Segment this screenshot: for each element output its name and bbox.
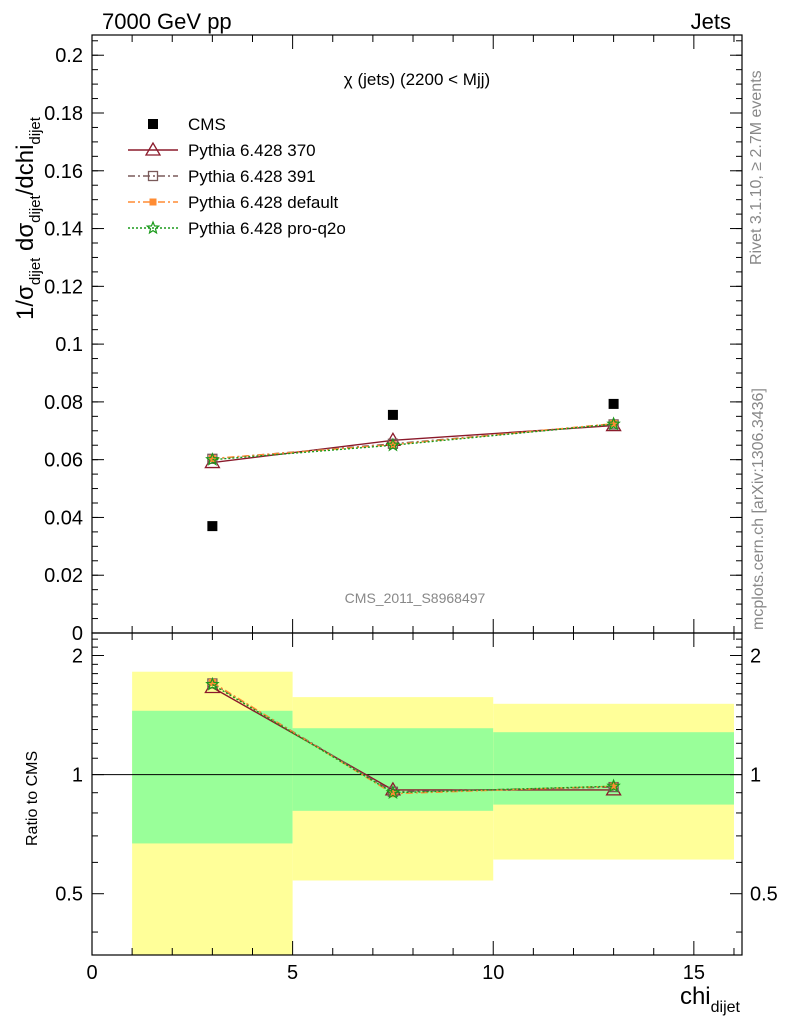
header-energy-label: 7000 GeV pp [102, 9, 232, 34]
ratio-y-tick-label-right: 1 [750, 765, 761, 787]
y-tick-label: 0.2 [55, 45, 83, 67]
ratio-point [208, 678, 216, 686]
legend-marker [145, 220, 161, 235]
series-pythia-6-428-pro-q2o [205, 416, 621, 466]
ratio-y-tick-label: 2 [72, 646, 83, 668]
x-axis-title-main: chi [680, 983, 711, 1010]
y-tick-label: 0.06 [44, 450, 83, 472]
ratio-panel-frame [91, 632, 743, 956]
data-point [608, 419, 619, 430]
ratio-line [212, 686, 614, 791]
legend-item: Pythia 6.428 pro-q2o [128, 219, 346, 238]
mcplots-label: mcplots.cern.ch [arXiv:1306.3436] [750, 388, 767, 630]
ratio-point [385, 785, 401, 799]
ratio-series-pythia-6-428-default [208, 678, 618, 798]
y-axis-title-sub1: dijet [27, 257, 44, 285]
ratio-point [389, 790, 397, 798]
legend-label: Pythia 6.428 pro-q2o [188, 219, 346, 238]
analysis-watermark: CMS_2011_S8968497 [345, 590, 486, 606]
ratio-series-pythia-6-428-pro-q2o [205, 676, 621, 799]
uncertainty-band-green [132, 710, 293, 844]
y-tick-label: 0.16 [44, 161, 83, 183]
data-point [208, 455, 216, 463]
ratio-y-axis-title: Ratio to CMS [24, 751, 41, 846]
header-process-label: Jets [691, 9, 731, 34]
y-tick-label: 0.04 [44, 507, 83, 529]
ratio-y-tick-label: 1 [72, 765, 83, 787]
data-point [205, 452, 220, 466]
x-tick-label: 10 [482, 962, 504, 984]
x-axis-title-sub: dijet [711, 999, 741, 1016]
plot-title: χ (jets) (2200 < Mjj) [344, 70, 490, 89]
legend-marker [147, 170, 159, 182]
data-point [608, 398, 619, 409]
ratio-point [610, 782, 618, 790]
y-axis-title: 1/σdijet dσdijet/dchidijet [12, 116, 44, 320]
y-tick-label: 0.14 [44, 219, 83, 241]
legend-marker [149, 198, 157, 206]
data-point [387, 409, 398, 420]
legend-label: Pythia 6.428 370 [188, 141, 316, 160]
series-cms [207, 398, 619, 532]
y-tick-label: 0.1 [55, 334, 83, 356]
ratio-point [606, 778, 621, 793]
y-tick-label: 0.08 [44, 392, 83, 414]
ratio-line [212, 683, 614, 794]
ratio-point [205, 676, 220, 691]
main-panel: χ (jets) (2200 < Mjj) CMS_2011_S8968497 … [12, 34, 743, 645]
uncertainty-band-green [292, 728, 494, 811]
y-tick-label: 0.02 [44, 565, 83, 587]
ratio-y-tick-label-right: 2 [750, 646, 761, 668]
y-tick-label: 0.18 [44, 103, 83, 125]
series-line [212, 424, 614, 464]
x-tick-label: 5 [287, 962, 298, 984]
legend: CMS Pythia 6.428 370 Pythia 6.428 391 Pythi… [128, 115, 346, 238]
legend-item: Pythia 6.428 default [128, 193, 339, 212]
legend-label: Pythia 6.428 391 [188, 167, 316, 186]
legend-item: Pythia 6.428 391 [128, 167, 316, 186]
ratio-y-tick-label-right: 0.5 [750, 884, 778, 906]
y-axis-title-main: 1/σ [12, 285, 39, 320]
y-tick-label: 0 [72, 623, 83, 645]
y-axis-title-sub2: dijet [27, 194, 44, 222]
legend-marker [144, 141, 162, 156]
x-axis-title: chidijet [680, 983, 741, 1016]
series-pythia-6-428-391 [207, 419, 619, 464]
y-axis-title-sub3: dijet [27, 116, 44, 144]
data-point [610, 420, 618, 428]
ratio-point [608, 781, 619, 793]
legend-label: Pythia 6.428 default [188, 193, 339, 212]
y-axis-title-end: /dchi [12, 145, 39, 196]
x-tick-label: 0 [86, 962, 97, 984]
data-point [207, 521, 218, 532]
data-point [385, 437, 401, 452]
data-point [606, 416, 621, 431]
legend-item: CMS [148, 115, 226, 134]
legend-item: Pythia 6.428 370 [128, 141, 316, 160]
series-line [212, 423, 614, 461]
legend-marker [148, 119, 158, 129]
uncertainty-band-green [493, 732, 734, 805]
x-tick-label: 15 [683, 962, 705, 984]
y-tick-label: 0.12 [44, 276, 83, 298]
legend-label: CMS [188, 115, 226, 134]
series-line [212, 422, 614, 460]
ratio-panel: 0.5 0.5 1 1 2 2 0 5 10 15 Ratio to CMS chidijet [24, 632, 778, 1016]
ratio-y-tick-label: 0.5 [55, 884, 83, 906]
rivet-version-label: Rivet 3.1.10, ≥ 2.7M events [748, 70, 765, 265]
y-axis-title-mid: dσ [12, 223, 39, 258]
